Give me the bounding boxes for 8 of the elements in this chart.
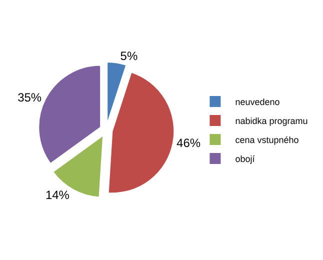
legend-label: obojí bbox=[235, 154, 256, 164]
data-label: 5% bbox=[120, 48, 138, 63]
data-label: 35% bbox=[18, 90, 42, 105]
legend-label: neuvedeno bbox=[235, 97, 280, 108]
legend-label: nabidka programu bbox=[235, 116, 308, 126]
legend-label: cena vstupného bbox=[235, 135, 299, 146]
data-label: 14% bbox=[45, 188, 70, 202]
data-label: 46% bbox=[176, 136, 201, 150]
